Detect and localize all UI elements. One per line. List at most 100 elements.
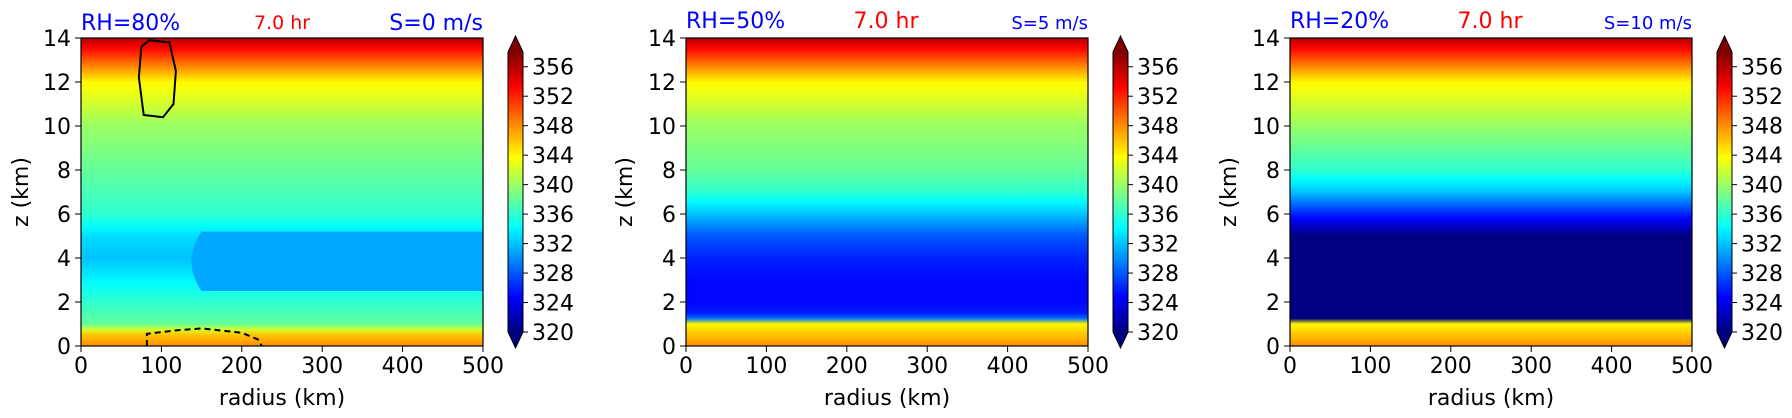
colorbar-scale — [508, 52, 523, 332]
colorbar-tick-label: 340 — [1137, 174, 1179, 199]
y-tick-label: 14 — [43, 27, 71, 52]
panel-3-title-right: S=10 m/s — [1604, 13, 1692, 34]
x-tick-label: 200 — [1430, 354, 1472, 379]
panel-1-y-label: z (km) — [9, 157, 34, 227]
colorbar-tick-label: 336 — [532, 203, 574, 228]
colorbar-tick-label: 348 — [1137, 115, 1179, 140]
x-tick-label: 100 — [1349, 354, 1391, 379]
x-tick-label: 100 — [140, 354, 182, 379]
colorbar-extend-min — [1113, 332, 1128, 348]
x-tick-label: 200 — [826, 354, 868, 379]
colorbar-tick-label: 320 — [532, 321, 574, 346]
x-tick-label: 200 — [221, 354, 263, 379]
colorbar-extend-min — [508, 332, 523, 348]
theta-minimum-region — [191, 231, 483, 291]
y-tick-label: 4 — [57, 247, 71, 272]
colorbar-tick-label: 332 — [532, 233, 574, 258]
colorbar-tick-label: 340 — [532, 174, 574, 199]
panel-1-contours — [137, 39, 263, 347]
panel-3-frame — [1289, 37, 1693, 347]
colorbar-extend-max — [1717, 36, 1732, 52]
x-tick-label: 0 — [1283, 354, 1297, 379]
y-tick-label: 4 — [662, 247, 676, 272]
y-tick-label: 8 — [662, 159, 676, 184]
panel-3-title-center: 7.0 hr — [1458, 9, 1524, 34]
panel-1-plot-area — [81, 38, 483, 346]
colorbar-tick-label: 332 — [1741, 233, 1783, 258]
x-tick-label: 300 — [301, 354, 343, 379]
colorbar-tick-label: 332 — [1137, 233, 1179, 258]
y-tick-label: 6 — [662, 203, 676, 228]
colorbar-tick-label: 328 — [1137, 262, 1179, 287]
colorbar-tick-label: 336 — [1137, 203, 1179, 228]
panel-2-frame — [685, 37, 1089, 347]
y-tick-label: 6 — [57, 203, 71, 228]
panel-3-y-ticks: 0 2 4 6 8 10 12 14 — [1252, 27, 1290, 360]
theta-field — [1290, 38, 1692, 346]
theta-field — [686, 38, 1088, 346]
panel-2-title-right: S=5 m/s — [1011, 13, 1088, 34]
panel-1-x-label: radius (km) — [219, 386, 345, 411]
panel-2-colorbar: 320 324 328 332 336 340 344 348 352 356 — [1112, 34, 1179, 350]
panel-1: 0 100 200 300 400 500 0 2 4 6 8 10 12 14 RH=80% 7.0 … — [9, 11, 574, 411]
x-tick-label: 400 — [382, 354, 424, 379]
x-tick-label: 0 — [679, 354, 693, 379]
colorbar-tick-label: 324 — [1137, 292, 1179, 317]
y-tick-label: 10 — [648, 115, 676, 140]
colorbar-tick-label: 328 — [532, 262, 574, 287]
y-tick-label: 10 — [1252, 115, 1280, 140]
x-tick-label: 500 — [1671, 354, 1713, 379]
colorbar-scale — [1717, 52, 1732, 332]
colorbar-tick-label: 344 — [1741, 144, 1783, 169]
colorbar-tick-label: 356 — [1137, 56, 1179, 81]
panel-2: 0 100 200 300 400 500 0 2 4 6 8 10 12 14 RH=50% 7.0 … — [613, 9, 1179, 411]
colorbar-tick-label: 324 — [1741, 292, 1783, 317]
colorbar-tick-label: 340 — [1741, 174, 1783, 199]
panel-2-x-ticks: 0 100 200 300 400 500 — [679, 346, 1109, 379]
x-tick-label: 500 — [462, 354, 504, 379]
panel-3: 0 100 200 300 400 500 0 2 4 6 8 10 12 14 RH=20% 7.0 … — [1217, 9, 1783, 411]
panel-1-x-ticks: 0 100 200 300 400 500 — [74, 346, 504, 379]
colorbar-tick-label: 320 — [1137, 321, 1179, 346]
panel-2-x-label: radius (km) — [824, 386, 950, 411]
panel-2-y-ticks: 0 2 4 6 8 10 12 14 — [648, 27, 686, 360]
theta-field — [81, 38, 483, 346]
colorbar-tick-label: 352 — [1137, 85, 1179, 110]
y-tick-label: 2 — [57, 291, 71, 316]
colorbar-tick-label: 348 — [532, 115, 574, 140]
y-tick-label: 12 — [43, 71, 71, 96]
solid-contour-line — [137, 39, 177, 119]
panel-3-y-label: z (km) — [1217, 157, 1242, 227]
colorbar-tick-label: 348 — [1741, 115, 1783, 140]
y-tick-label: 0 — [57, 335, 71, 360]
x-tick-label: 300 — [906, 354, 948, 379]
y-tick-label: 12 — [1252, 71, 1280, 96]
colorbar-tick-label: 320 — [1741, 321, 1783, 346]
panel-3-x-ticks: 0 100 200 300 400 500 — [1283, 346, 1713, 379]
y-tick-label: 2 — [1266, 291, 1280, 316]
colorbar-tick-label: 356 — [532, 56, 574, 81]
panel-2-y-label: z (km) — [613, 157, 638, 227]
y-tick-label: 8 — [1266, 159, 1280, 184]
panel-1-colorbar: 320 324 328 332 336 340 344 348 352 356 — [507, 34, 574, 350]
x-tick-label: 500 — [1067, 354, 1109, 379]
y-tick-label: 2 — [662, 291, 676, 316]
colorbar-tick-label: 344 — [1137, 144, 1179, 169]
colorbar-tick-label: 356 — [1741, 56, 1783, 81]
panel-1-title-center: 7.0 hr — [254, 12, 310, 34]
colorbar-tick-label: 328 — [1741, 262, 1783, 287]
y-tick-label: 8 — [57, 159, 71, 184]
panel-1-title-right: S=0 m/s — [389, 11, 483, 36]
dashed-contour-line — [145, 327, 263, 347]
panel-2-plot-area — [686, 38, 1088, 346]
colorbar-extend-max — [1113, 36, 1128, 52]
y-tick-label: 14 — [1252, 27, 1280, 52]
panel-1-y-ticks: 0 2 4 6 8 10 12 14 — [43, 27, 81, 360]
panel-2-title-center: 7.0 hr — [854, 9, 920, 34]
panel-3-plot-area — [1290, 38, 1692, 346]
x-tick-label: 100 — [745, 354, 787, 379]
colorbar-extend-min — [1717, 332, 1732, 348]
panel-2-title-left: RH=50% — [686, 9, 785, 34]
y-tick-label: 6 — [1266, 203, 1280, 228]
